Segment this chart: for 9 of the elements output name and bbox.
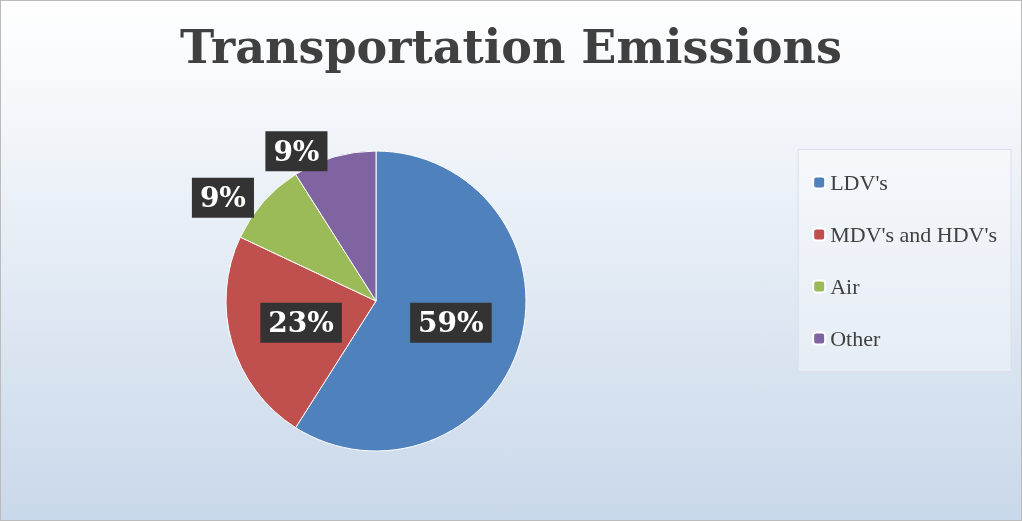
- chart-title: Transportation Emissions: [180, 20, 842, 74]
- legend-label: Air: [830, 274, 861, 299]
- data-label: 9%: [273, 134, 320, 168]
- data-label: 59%: [418, 306, 484, 340]
- data-label: 23%: [268, 306, 334, 340]
- data-label: 9%: [199, 181, 246, 215]
- legend-label: MDV's and HDV's: [830, 222, 998, 247]
- legend-label: Other: [830, 326, 881, 351]
- legend-label: LDV's: [830, 170, 888, 195]
